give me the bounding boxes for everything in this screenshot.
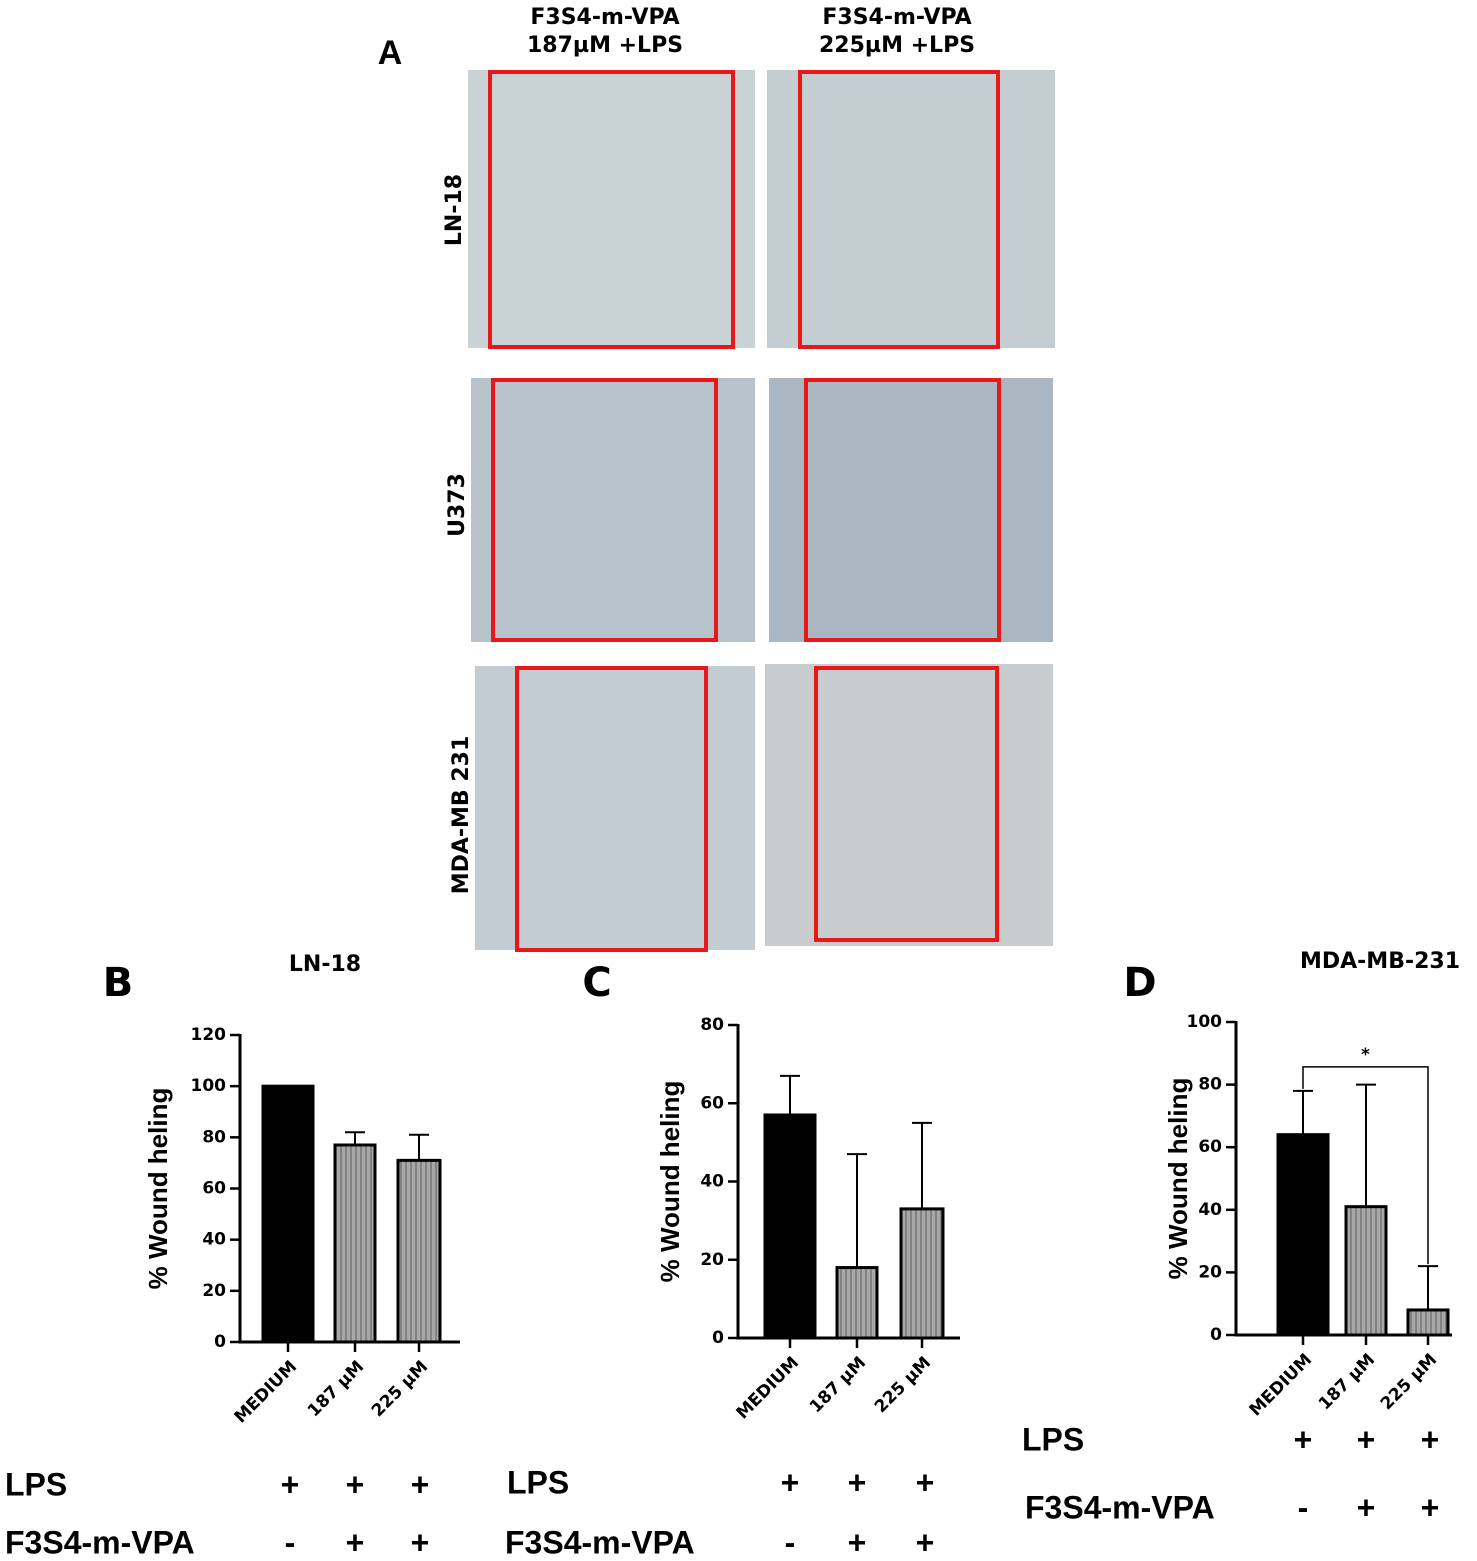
y-tick-label: 80 bbox=[1198, 1075, 1222, 1095]
y-tick-label: 100 bbox=[191, 1076, 227, 1096]
bar bbox=[1276, 1133, 1330, 1337]
wound-box bbox=[491, 378, 718, 642]
y-tick-label: 60 bbox=[700, 1093, 724, 1113]
row-label: MDA-MB 231 bbox=[449, 736, 474, 895]
treatment-mark: + bbox=[411, 1466, 430, 1502]
x-tick-label: MEDIUM bbox=[1246, 1350, 1316, 1420]
column-header: 187µM +LPS bbox=[527, 33, 683, 58]
x-tick-label: MEDIUM bbox=[733, 1353, 803, 1423]
treatment-mark: - bbox=[1298, 1489, 1309, 1525]
treatment-mark: + bbox=[916, 1464, 935, 1500]
treatment-mark: + bbox=[1421, 1421, 1440, 1457]
treatment-mark: + bbox=[848, 1524, 867, 1560]
treatment-mark: + bbox=[1357, 1421, 1376, 1457]
column-header: F3S4-m-VPA bbox=[530, 5, 679, 30]
treatment-mark: + bbox=[1294, 1421, 1313, 1457]
micrograph bbox=[769, 378, 1053, 642]
treatment-name: LPS bbox=[1022, 1421, 1084, 1457]
y-axis-label: % Wound heling bbox=[655, 1081, 685, 1283]
treatment-mark: + bbox=[346, 1524, 365, 1560]
wound-box bbox=[515, 666, 708, 952]
bar bbox=[1406, 1308, 1450, 1337]
x-tick-label: 187 µM bbox=[806, 1353, 870, 1417]
y-tick-label: 40 bbox=[700, 1172, 724, 1192]
y-tick-label: 80 bbox=[202, 1127, 226, 1147]
bar bbox=[1344, 1205, 1388, 1337]
wound-box bbox=[488, 70, 735, 349]
treatment-mark: + bbox=[1421, 1489, 1440, 1525]
treatment-mark: - bbox=[785, 1524, 796, 1560]
significance-label: * bbox=[1361, 1045, 1370, 1065]
micrograph bbox=[767, 70, 1055, 348]
x-tick-label: 187 µM bbox=[304, 1357, 368, 1421]
y-tick-label: 120 bbox=[191, 1025, 227, 1045]
significance-bracket bbox=[1302, 1066, 1429, 1265]
y-tick-label: 80 bbox=[700, 1015, 724, 1035]
micrograph bbox=[471, 378, 755, 642]
y-tick-label: 100 bbox=[1187, 1012, 1223, 1032]
chart-title: LN-18 bbox=[289, 952, 361, 977]
treatment-mark: + bbox=[1357, 1489, 1376, 1525]
y-tick-label: 40 bbox=[202, 1230, 226, 1250]
treatment-mark: + bbox=[281, 1466, 300, 1502]
treatment-name: LPS bbox=[5, 1466, 67, 1502]
bar bbox=[899, 1207, 945, 1340]
bar bbox=[333, 1143, 377, 1344]
x-tick-label: MEDIUM bbox=[231, 1357, 301, 1427]
y-tick-label: 0 bbox=[712, 1328, 724, 1348]
treatment-mark: + bbox=[848, 1464, 867, 1500]
micrographs bbox=[468, 70, 1055, 952]
wound-box bbox=[798, 70, 1000, 349]
bar bbox=[261, 1084, 315, 1344]
y-tick-label: 0 bbox=[214, 1332, 226, 1352]
y-tick-label: 20 bbox=[1198, 1262, 1222, 1282]
treatment-name: F3S4-m-VPA bbox=[5, 1524, 195, 1560]
bar bbox=[396, 1158, 442, 1344]
column-header: 225µM +LPS bbox=[819, 33, 975, 58]
bar bbox=[835, 1266, 879, 1340]
row-label: LN-18 bbox=[442, 174, 467, 246]
y-tick-label: 20 bbox=[202, 1281, 226, 1301]
chart-title: MDA-MB-231 bbox=[1300, 949, 1460, 974]
x-tick-label: 187 µM bbox=[1315, 1350, 1379, 1414]
treatment-mark: + bbox=[411, 1524, 430, 1560]
wound-box bbox=[804, 378, 1001, 642]
x-tick-label: 225 µM bbox=[368, 1357, 432, 1421]
treatment-name: F3S4-m-VPA bbox=[505, 1524, 695, 1560]
y-axis-label: % Wound heling bbox=[143, 1088, 173, 1290]
x-tick-label: 225 µM bbox=[871, 1353, 935, 1417]
treatment-mark: + bbox=[346, 1466, 365, 1502]
panel-label: B bbox=[103, 960, 134, 1006]
y-tick-label: 20 bbox=[700, 1250, 724, 1270]
micrograph bbox=[475, 666, 755, 950]
row-label: U373 bbox=[445, 473, 470, 537]
micrograph bbox=[765, 664, 1053, 946]
treatment-mark: + bbox=[916, 1524, 935, 1560]
column-header: F3S4-m-VPA bbox=[822, 5, 971, 30]
micrograph bbox=[468, 70, 755, 348]
panel-label: C bbox=[582, 960, 611, 1006]
bar bbox=[763, 1113, 817, 1340]
y-tick-label: 60 bbox=[1198, 1137, 1222, 1157]
treatment-mark: - bbox=[285, 1524, 296, 1560]
panel-label: D bbox=[1123, 960, 1156, 1006]
y-tick-label: 60 bbox=[202, 1179, 226, 1199]
treatment-mark: + bbox=[781, 1464, 800, 1500]
y-tick-label: 40 bbox=[1198, 1200, 1222, 1220]
treatment-name: LPS bbox=[507, 1464, 569, 1500]
y-tick-label: 0 bbox=[1210, 1325, 1222, 1345]
x-tick-label: 225 µM bbox=[1377, 1350, 1441, 1414]
wound-box bbox=[814, 666, 999, 942]
y-axis-label: % Wound heling bbox=[1163, 1078, 1193, 1280]
treatment-name: F3S4-m-VPA bbox=[1025, 1489, 1215, 1525]
panel-label: A bbox=[378, 34, 403, 72]
